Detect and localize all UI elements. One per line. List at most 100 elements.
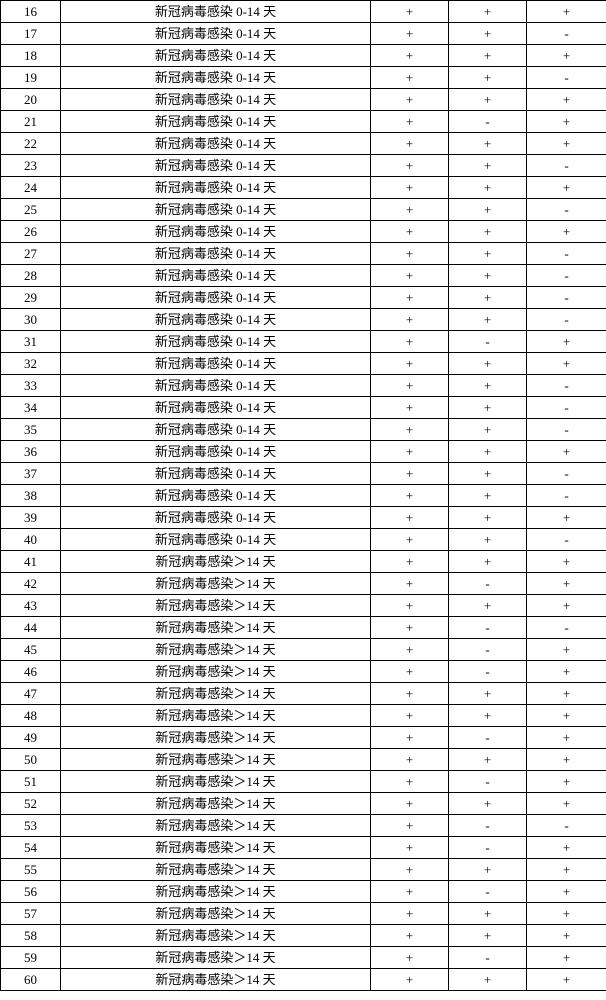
table-row: 32新冠病毒感染 0-14 天+++ — [1, 353, 606, 375]
result-col5-cell: - — [527, 375, 606, 397]
row-id-cell: 59 — [1, 947, 61, 969]
result-col4-cell: + — [449, 859, 527, 881]
description-cell: 新冠病毒感染 0-14 天 — [61, 331, 371, 353]
result-col5-cell: + — [527, 595, 606, 617]
row-id-cell: 31 — [1, 331, 61, 353]
result-col3-cell: + — [371, 353, 449, 375]
result-col4-cell: - — [449, 881, 527, 903]
result-col3-cell: + — [371, 287, 449, 309]
result-col4-cell: + — [449, 463, 527, 485]
result-col5-cell: + — [527, 353, 606, 375]
result-col3-cell: + — [371, 485, 449, 507]
row-id-cell: 23 — [1, 155, 61, 177]
table-row: 47新冠病毒感染＞14 天+++ — [1, 683, 606, 705]
result-col4-cell: + — [449, 67, 527, 89]
result-col3-cell: + — [371, 727, 449, 749]
result-col3-cell: + — [371, 243, 449, 265]
result-col5-cell: + — [527, 683, 606, 705]
description-cell: 新冠病毒感染＞14 天 — [61, 969, 371, 991]
result-col4-cell: + — [449, 177, 527, 199]
row-id-cell: 22 — [1, 133, 61, 155]
table-row: 46新冠病毒感染＞14 天+-+ — [1, 661, 606, 683]
row-id-cell: 35 — [1, 419, 61, 441]
result-col4-cell: + — [449, 683, 527, 705]
result-col5-cell: + — [527, 705, 606, 727]
result-col5-cell: - — [527, 23, 606, 45]
result-col4-cell: + — [449, 793, 527, 815]
table-row: 56新冠病毒感染＞14 天+-+ — [1, 881, 606, 903]
result-col3-cell: + — [371, 705, 449, 727]
row-id-cell: 50 — [1, 749, 61, 771]
result-col5-cell: + — [527, 1, 606, 23]
description-cell: 新冠病毒感染 0-14 天 — [61, 287, 371, 309]
row-id-cell: 25 — [1, 199, 61, 221]
row-id-cell: 45 — [1, 639, 61, 661]
result-col4-cell: + — [449, 595, 527, 617]
row-id-cell: 32 — [1, 353, 61, 375]
result-col3-cell: + — [371, 639, 449, 661]
result-col5-cell: - — [527, 397, 606, 419]
description-cell: 新冠病毒感染 0-14 天 — [61, 441, 371, 463]
description-cell: 新冠病毒感染 0-14 天 — [61, 45, 371, 67]
result-col5-cell: - — [527, 199, 606, 221]
table-row: 24新冠病毒感染 0-14 天+++ — [1, 177, 606, 199]
result-col3-cell: + — [371, 265, 449, 287]
result-col3-cell: + — [371, 463, 449, 485]
table-row: 44新冠病毒感染＞14 天+-- — [1, 617, 606, 639]
result-col5-cell: + — [527, 859, 606, 881]
table-row: 30新冠病毒感染 0-14 天++- — [1, 309, 606, 331]
row-id-cell: 37 — [1, 463, 61, 485]
row-id-cell: 54 — [1, 837, 61, 859]
row-id-cell: 41 — [1, 551, 61, 573]
table-row: 52新冠病毒感染＞14 天+++ — [1, 793, 606, 815]
result-col5-cell: - — [527, 309, 606, 331]
table-row: 23新冠病毒感染 0-14 天++- — [1, 155, 606, 177]
description-cell: 新冠病毒感染 0-14 天 — [61, 177, 371, 199]
table-row: 16新冠病毒感染 0-14 天+++ — [1, 1, 606, 23]
row-id-cell: 60 — [1, 969, 61, 991]
table-row: 48新冠病毒感染＞14 天+++ — [1, 705, 606, 727]
table-row: 35新冠病毒感染 0-14 天++- — [1, 419, 606, 441]
result-col5-cell: + — [527, 177, 606, 199]
result-col5-cell: - — [527, 287, 606, 309]
result-col5-cell: + — [527, 221, 606, 243]
result-col3-cell: + — [371, 551, 449, 573]
result-col4-cell: + — [449, 441, 527, 463]
row-id-cell: 28 — [1, 265, 61, 287]
result-col4-cell: - — [449, 771, 527, 793]
row-id-cell: 16 — [1, 1, 61, 23]
result-col3-cell: + — [371, 507, 449, 529]
row-id-cell: 55 — [1, 859, 61, 881]
row-id-cell: 26 — [1, 221, 61, 243]
table-row: 33新冠病毒感染 0-14 天++- — [1, 375, 606, 397]
result-col4-cell: - — [449, 331, 527, 353]
description-cell: 新冠病毒感染 0-14 天 — [61, 419, 371, 441]
description-cell: 新冠病毒感染 0-14 天 — [61, 89, 371, 111]
description-cell: 新冠病毒感染 0-14 天 — [61, 1, 371, 23]
result-col3-cell: + — [371, 749, 449, 771]
result-col5-cell: + — [527, 771, 606, 793]
row-id-cell: 53 — [1, 815, 61, 837]
description-cell: 新冠病毒感染 0-14 天 — [61, 23, 371, 45]
description-cell: 新冠病毒感染 0-14 天 — [61, 485, 371, 507]
result-col3-cell: + — [371, 67, 449, 89]
result-col3-cell: + — [371, 111, 449, 133]
row-id-cell: 27 — [1, 243, 61, 265]
table-row: 60新冠病毒感染＞14 天+++ — [1, 969, 606, 991]
result-col4-cell: + — [449, 287, 527, 309]
result-col4-cell: + — [449, 45, 527, 67]
result-col3-cell: + — [371, 617, 449, 639]
table-row: 36新冠病毒感染 0-14 天+++ — [1, 441, 606, 463]
result-col5-cell: + — [527, 639, 606, 661]
table-row: 59新冠病毒感染＞14 天+-+ — [1, 947, 606, 969]
result-col5-cell: + — [527, 89, 606, 111]
row-id-cell: 36 — [1, 441, 61, 463]
result-col3-cell: + — [371, 859, 449, 881]
table-row: 22新冠病毒感染 0-14 天+++ — [1, 133, 606, 155]
result-col4-cell: + — [449, 705, 527, 727]
result-col5-cell: - — [527, 617, 606, 639]
result-col5-cell: - — [527, 485, 606, 507]
table-row: 20新冠病毒感染 0-14 天+++ — [1, 89, 606, 111]
result-col5-cell: - — [527, 529, 606, 551]
table-row: 37新冠病毒感染 0-14 天++- — [1, 463, 606, 485]
